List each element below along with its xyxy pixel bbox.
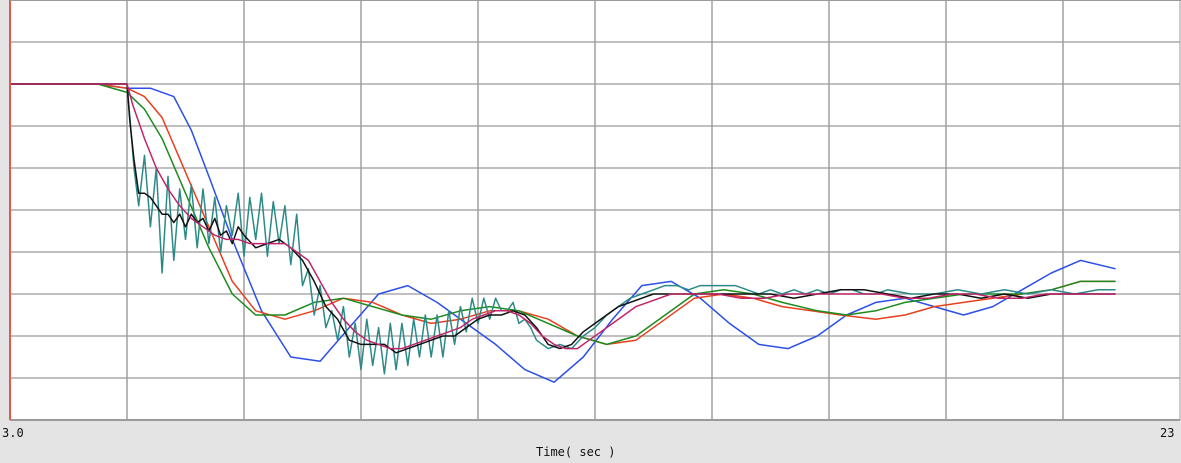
series-line-2 [10, 83, 1116, 346]
x-axis-start-label: 3.0 [2, 426, 24, 440]
x-axis-title: Time( sec ) [536, 445, 615, 459]
grid-lines [10, 0, 1180, 421]
series-line-4 [10, 83, 1116, 375]
series-line-6 [10, 83, 1116, 350]
series-lines [10, 83, 1116, 383]
series-line-3 [10, 83, 1116, 346]
x-axis-end-label: 23 [1160, 426, 1174, 440]
series-line-1 [10, 83, 1116, 383]
